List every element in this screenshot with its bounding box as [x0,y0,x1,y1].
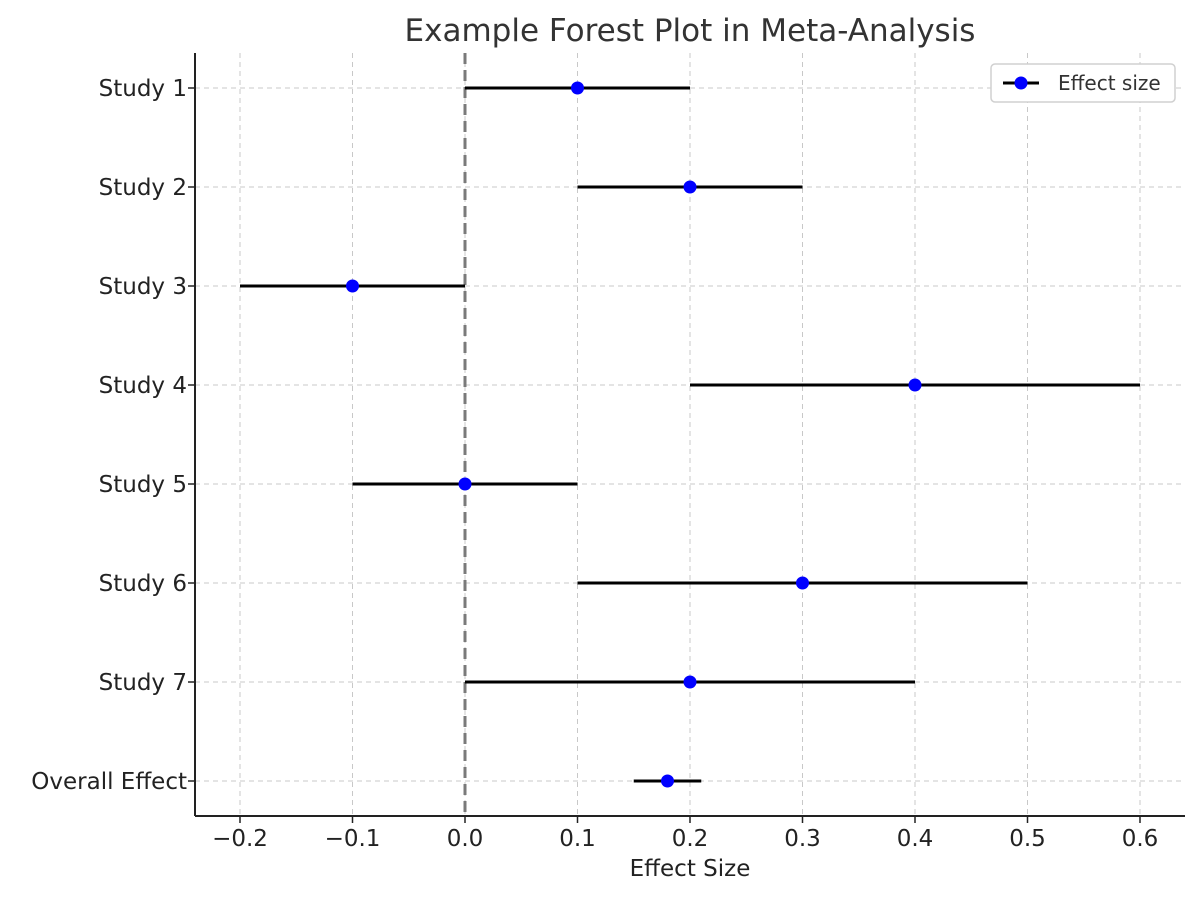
legend-marker [1014,76,1028,90]
effect-point [683,675,697,689]
y-tick-label: Study 1 [99,76,187,102]
x-tick-label: −0.2 [212,826,268,852]
effect-point [346,279,359,293]
y-tick-label: Study 3 [99,274,187,300]
effect-point [571,81,584,95]
effect-point [661,774,674,788]
chart-title: Example Forest Plot in Meta-Analysis [405,13,976,49]
effect-point [908,378,922,392]
legend: Effect size [990,63,1176,103]
effect-point [458,477,472,491]
y-tick-label: Study 7 [99,670,187,696]
y-tick-label: Study 4 [99,373,187,399]
x-tick-label: 0.3 [784,826,821,852]
x-tick-label: 0.4 [897,826,934,852]
x-axis-label: Effect Size [630,856,751,882]
y-axis-ticks: Study 1 Study 2 Study 3 Study 4 Study 5 Study… [31,76,195,795]
x-tick-label: 0.6 [1122,826,1159,852]
legend-label: Effect size [1058,71,1161,95]
effect-point [683,180,697,194]
grid-lines [195,53,1185,816]
x-tick-label: 0.2 [672,826,709,852]
x-tick-label: 0.1 [559,826,596,852]
x-tick-label: −0.1 [325,826,381,852]
y-tick-label: Overall Effect [31,769,187,795]
effect-point [796,576,809,590]
x-tick-label: 0.5 [1009,826,1046,852]
y-tick-label: Study 2 [99,175,187,201]
effect-points [346,81,922,788]
y-tick-label: Study 5 [99,472,187,498]
y-tick-label: Study 6 [99,571,187,597]
legend-box [990,63,1176,103]
x-tick-label: 0.0 [447,826,484,852]
x-axis-ticks: −0.2 −0.1 0.0 0.1 0.2 0.3 0.4 0.5 0.6 [212,816,1158,852]
